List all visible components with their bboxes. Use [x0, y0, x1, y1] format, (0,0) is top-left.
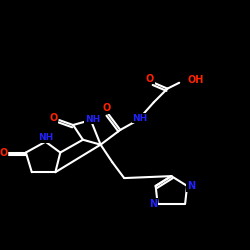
Text: OH: OH: [187, 75, 204, 85]
Text: O: O: [146, 74, 154, 84]
Text: O: O: [102, 103, 110, 113]
Text: NH: NH: [38, 133, 53, 142]
Text: N: N: [150, 199, 158, 209]
Text: O: O: [0, 148, 8, 158]
Text: NH: NH: [132, 114, 148, 122]
Text: N: N: [187, 181, 195, 191]
Text: NH: NH: [85, 114, 100, 124]
Text: O: O: [49, 113, 58, 123]
